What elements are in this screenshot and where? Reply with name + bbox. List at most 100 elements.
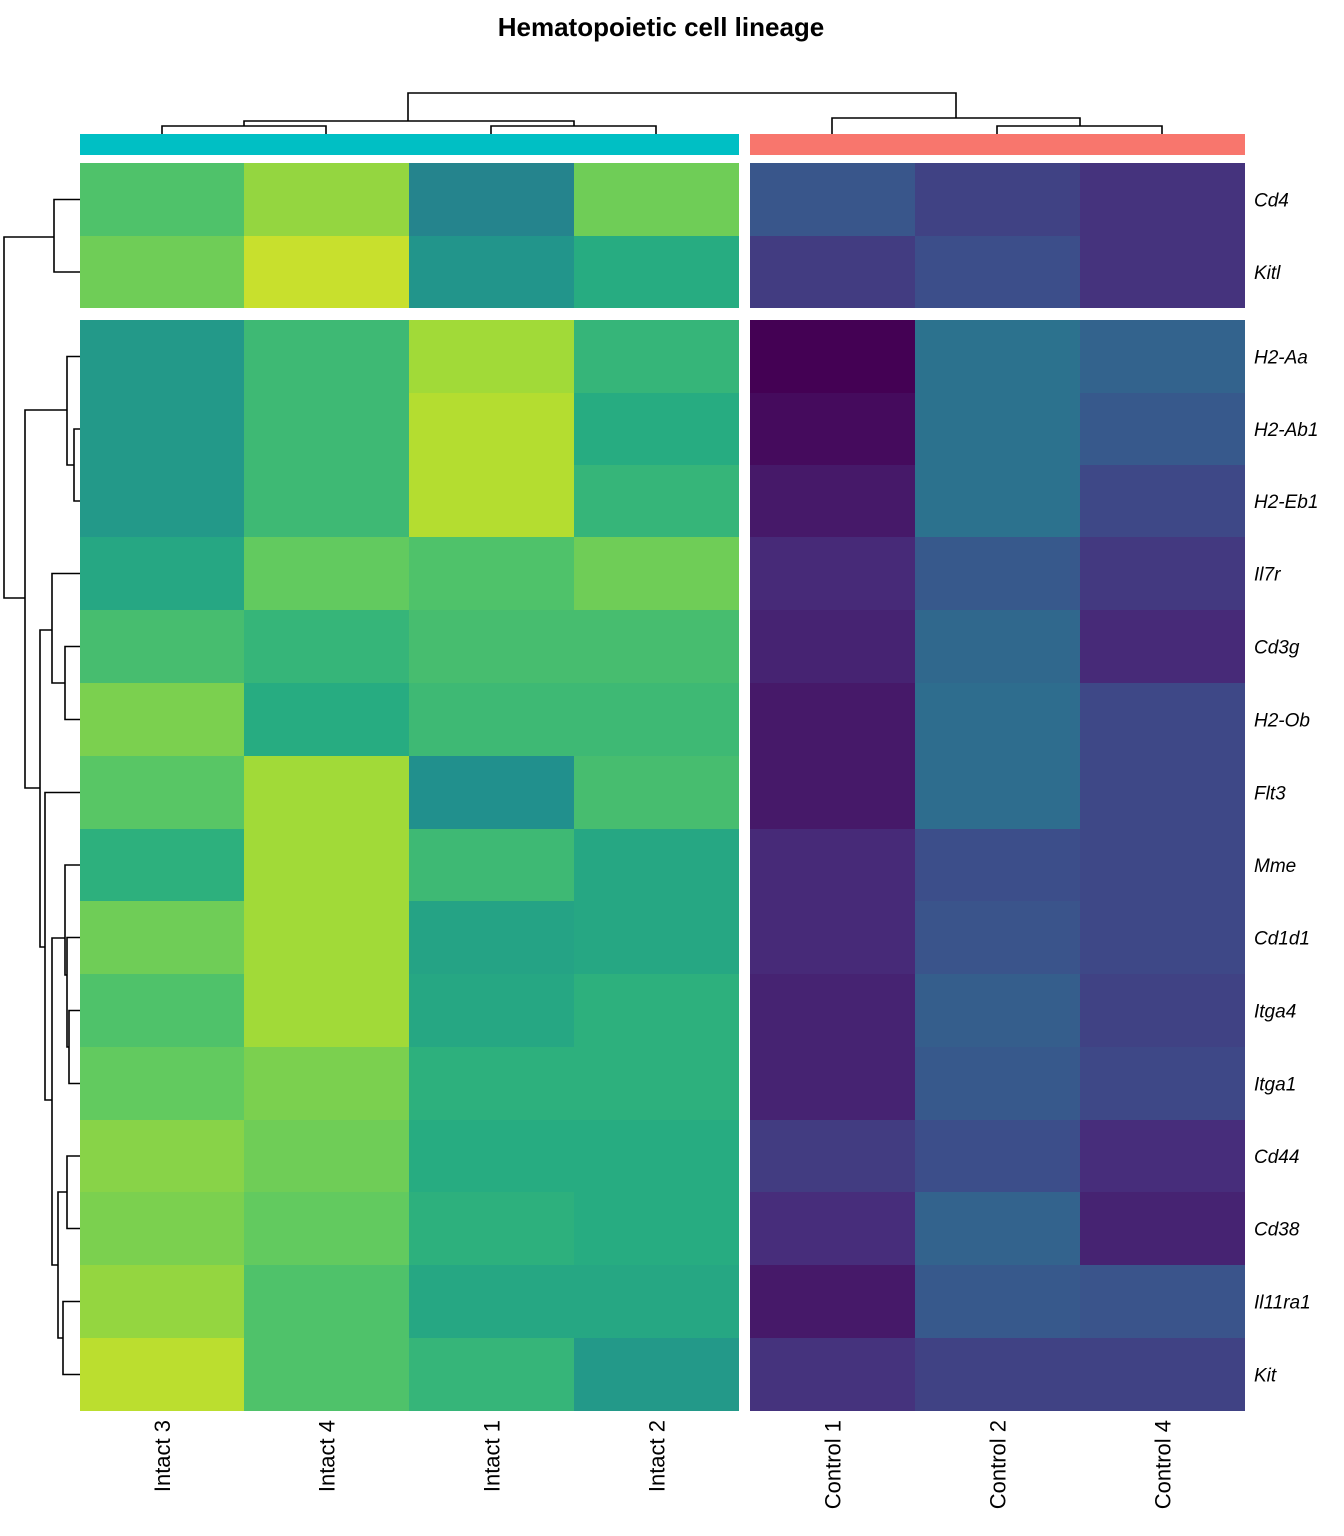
heatmap-cell: [915, 1192, 1080, 1265]
heatmap-cell: [409, 683, 574, 756]
heatmap-cell: [244, 537, 409, 610]
heatmap-cell: [574, 610, 739, 683]
heatmap-cell: [244, 610, 409, 683]
heatmap-cells: [80, 163, 1245, 1411]
heatmap-cell: [574, 1120, 739, 1192]
heatmap-cell: [574, 974, 739, 1047]
heatmap-cell: [750, 163, 915, 236]
heatmap-cell: [574, 465, 739, 537]
heatmap-cell: [574, 829, 739, 901]
heatmap-cell: [1080, 829, 1245, 901]
heatmap-cell: [244, 829, 409, 901]
heatmap-cell: [750, 756, 915, 829]
heatmap-cell: [244, 163, 409, 236]
row-label: Kit: [1254, 1366, 1277, 1387]
heatmap-cell: [574, 756, 739, 829]
heatmap-cell: [1080, 236, 1245, 308]
heatmap-cell: [915, 236, 1080, 308]
heatmap-cell: [409, 610, 574, 683]
heatmap-cell: [574, 1047, 739, 1120]
dendrogram-branch: [51, 937, 65, 1266]
heatmap-cell: [1080, 683, 1245, 756]
heatmap-cell: [750, 829, 915, 901]
heatmap-cell: [750, 610, 915, 683]
heatmap-cell: [1080, 320, 1245, 393]
dendrogram-branch: [490, 125, 657, 134]
row-label: Cd44: [1254, 1147, 1299, 1168]
row-label: Cd4: [1254, 191, 1289, 212]
heatmap-cell: [409, 901, 574, 974]
heatmap-cell: [80, 393, 244, 465]
heatmap-cell: [1080, 1120, 1245, 1192]
row-label: Cd38: [1254, 1220, 1300, 1241]
heatmap-cell: [915, 1265, 1080, 1338]
row-label: H2-Aa: [1254, 348, 1308, 369]
row-label: Il11ra1: [1254, 1293, 1311, 1314]
heatmap-cell: [244, 901, 409, 974]
heatmap-cell: [915, 610, 1080, 683]
heatmap-cell: [409, 974, 574, 1047]
heatmap-cell: [409, 1047, 574, 1120]
heatmap-cell: [1080, 1338, 1245, 1411]
heatmap-cell: [80, 465, 244, 537]
row-labels: Cd4 Kitl H2-Aa H2-Ab1 H2-Eb1 Il7r Cd3g H2-Ob Flt…: [1254, 191, 1318, 1387]
heatmap-cell: [409, 1338, 574, 1411]
heatmap-cell: [750, 1192, 915, 1265]
heatmap-cell: [244, 756, 409, 829]
heatmap-cell: [80, 829, 244, 901]
heatmap-cell: [1080, 163, 1245, 236]
heatmap-cell: [244, 465, 409, 537]
dendrogram-branch: [64, 645, 80, 721]
heatmap-cell: [244, 1265, 409, 1338]
column-label: Control 4: [1151, 1420, 1176, 1509]
row-label: Flt3: [1254, 784, 1286, 805]
heatmap-cell: [244, 1192, 409, 1265]
heatmap-cell: [80, 1120, 244, 1192]
heatmap-cell: [409, 1192, 574, 1265]
row-label: Cd1d1: [1254, 929, 1310, 950]
heatmap-cell: [80, 320, 244, 393]
heatmap-cell: [574, 1192, 739, 1265]
heatmap-cell: [574, 1265, 739, 1338]
column-dendrogram: [161, 92, 1163, 134]
dendrogram-branch: [161, 125, 327, 134]
heatmap-cell: [915, 683, 1080, 756]
dendrogram-branch: [39, 629, 52, 948]
dendrogram-branch: [73, 428, 80, 502]
heatmap-cell: [244, 1047, 409, 1120]
row-dendrogram: [3, 198, 80, 1376]
heatmap-cell: [80, 163, 244, 236]
heatmap-cell: [80, 1265, 244, 1338]
dendrogram-branch: [24, 409, 67, 789]
column-label: Intact 1: [480, 1420, 505, 1492]
column-label: Intact 4: [315, 1420, 340, 1492]
row-label: Il7r: [1254, 565, 1281, 586]
heatmap-cell: [1080, 537, 1245, 610]
heatmap-cell: [80, 1192, 244, 1265]
heatmap-cell: [1080, 1047, 1245, 1120]
heatmap-cell: [750, 901, 915, 974]
heatmap-cell: [915, 393, 1080, 465]
column-label: Control 1: [821, 1420, 846, 1509]
heatmap-cell: [915, 1047, 1080, 1120]
heatmap-cell: [915, 320, 1080, 393]
heatmap-cell: [1080, 901, 1245, 974]
heatmap-cell: [915, 974, 1080, 1047]
heatmap-cell: [915, 163, 1080, 236]
heatmap-cell: [750, 1047, 915, 1120]
heatmap-cell: [574, 320, 739, 393]
heatmap-cell: [915, 756, 1080, 829]
heatmap-cell: [750, 465, 915, 537]
row-label: Kitl: [1254, 263, 1281, 284]
heatmap-cell: [1080, 393, 1245, 465]
heatmap-cell: [409, 829, 574, 901]
dendrogram-branch: [44, 791, 80, 1101]
column-label: Control 2: [986, 1420, 1011, 1509]
heatmap-cell: [574, 163, 739, 236]
heatmap-cell: [915, 537, 1080, 610]
chart-title: Hematopoietic cell lineage: [498, 12, 825, 42]
heatmap-cell: [750, 1338, 915, 1411]
heatmap-cell: [750, 320, 915, 393]
dendrogram-branch: [51, 572, 80, 684]
